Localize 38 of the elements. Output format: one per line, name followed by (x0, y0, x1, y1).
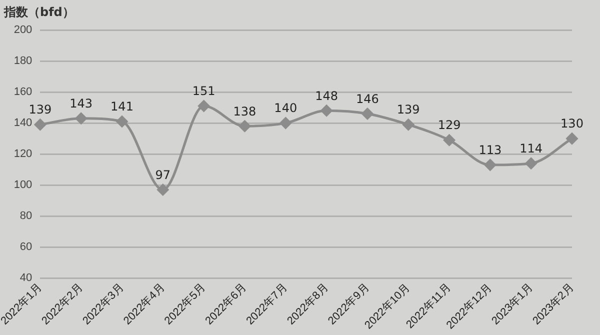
point (75, 112, 87, 124)
y-tick-label: 80 (20, 210, 32, 222)
data-label: 97 (155, 168, 171, 182)
point (34, 118, 46, 130)
data-label: 113 (478, 143, 502, 158)
data-label: 139 (28, 102, 52, 117)
data-label: 139 (396, 102, 420, 117)
data-label: 114 (520, 142, 543, 156)
y-tick-label: 100 (14, 179, 32, 192)
point (362, 108, 374, 120)
data-label: 141 (110, 100, 134, 114)
y-tick-label: 180 (14, 55, 32, 68)
data-label: 130 (560, 116, 584, 131)
point (320, 104, 332, 116)
point (402, 118, 414, 130)
point (525, 158, 537, 170)
point (116, 116, 128, 128)
y-tick-label: 40 (20, 272, 32, 284)
data-label: 129 (438, 118, 461, 132)
data-label: 151 (192, 84, 216, 98)
point (280, 117, 292, 129)
point (157, 184, 169, 196)
point (238, 120, 250, 132)
point (198, 100, 210, 112)
point (444, 134, 456, 146)
point (484, 159, 496, 171)
y-tick-label: 140 (14, 117, 32, 130)
point (566, 132, 578, 144)
y-axis-title: 指数（bfd） (4, 4, 74, 21)
data-label: 138 (233, 104, 256, 118)
data-label: 140 (274, 101, 298, 116)
y-tick-label: 120 (14, 148, 32, 160)
y-tick-label: 160 (14, 86, 32, 98)
y-tick-label: 60 (20, 241, 32, 254)
data-label: 143 (70, 96, 93, 111)
y-tick-label: 200 (14, 24, 32, 36)
data-label: 148 (315, 88, 338, 103)
data-label: 146 (356, 92, 379, 106)
